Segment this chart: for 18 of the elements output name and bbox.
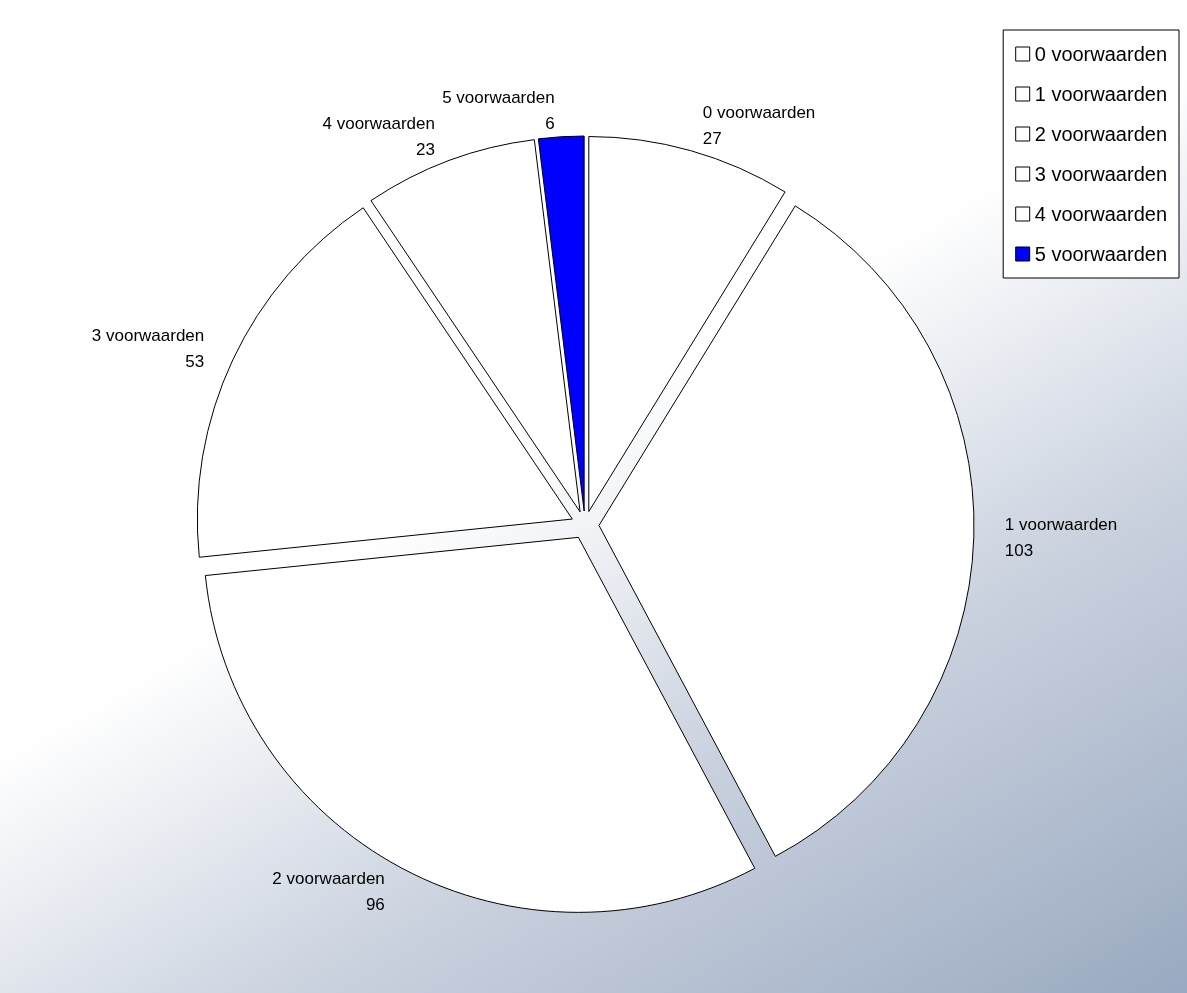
slice-label: 0 voorwaarden bbox=[702, 103, 816, 123]
legend-label: 0 voorwaarden bbox=[1034, 43, 1168, 65]
legend-label: 5 voorwaarden bbox=[1034, 243, 1168, 265]
data-label: 53 bbox=[185, 352, 205, 372]
data-label: 96 bbox=[365, 894, 385, 914]
legend-label: 2 voorwaarden bbox=[1034, 123, 1168, 145]
data-label: 27 bbox=[702, 129, 722, 149]
data-label: 6 bbox=[545, 114, 555, 134]
slice-label: 5 voorwaarden bbox=[442, 88, 555, 108]
legend-label: 4 voorwaarden bbox=[1034, 203, 1168, 225]
data-label: 103 bbox=[1004, 541, 1034, 561]
data-label: 23 bbox=[416, 139, 435, 159]
slice-label: 3 voorwaarden bbox=[91, 326, 205, 346]
slice-label: 2 voorwaarden bbox=[272, 868, 385, 888]
legend-label: 1 voorwaarden bbox=[1034, 83, 1168, 105]
legend-label: 3 voorwaarden bbox=[1034, 163, 1168, 185]
slice-label: 4 voorwaarden bbox=[322, 113, 435, 133]
slice-label: 1 voorwaarden bbox=[1004, 515, 1118, 535]
